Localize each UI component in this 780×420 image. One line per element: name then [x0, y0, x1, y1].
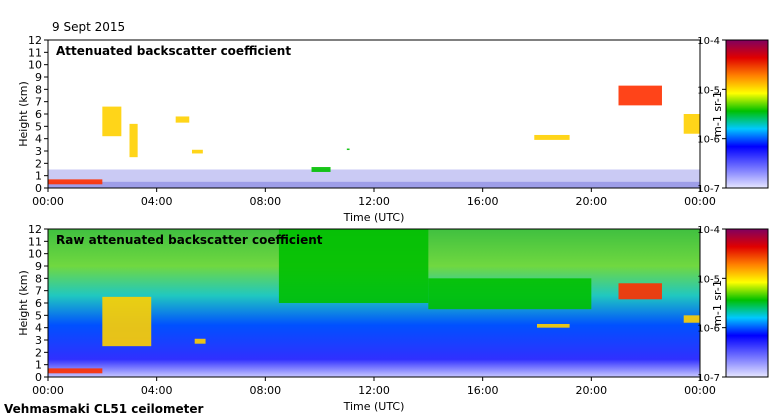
panel-title: Attenuated backscatter coefficient — [56, 44, 291, 58]
y-tick-label: 7 — [35, 96, 42, 109]
backscatter-feature-5 — [191, 149, 203, 154]
y-tick-label: 7 — [35, 285, 42, 298]
colorbar-tick-label: 10-7 — [697, 373, 720, 384]
y-tick-label: 8 — [35, 272, 42, 285]
colorbar-unit-label: m-1 sr-1 — [711, 91, 724, 137]
backscatter-feature-2 — [102, 296, 152, 347]
backscatter-feature-8 — [534, 134, 570, 140]
y-tick-label: 3 — [35, 145, 42, 158]
backscatter-feature-1 — [48, 368, 103, 374]
colorbar-tick-label: 10-4 — [697, 36, 720, 47]
backscatter-feature-7 — [618, 283, 662, 300]
y-tick-label: 9 — [35, 71, 42, 84]
x-tick-label: 00:00 — [684, 195, 716, 208]
y-tick-label: 5 — [35, 120, 42, 133]
backscatter-feature-2 — [102, 106, 122, 137]
y-tick-label: 1 — [35, 359, 42, 372]
x-tick-label: 12:00 — [358, 195, 390, 208]
colorbar-tick-label: 10-4 — [697, 225, 720, 236]
x-axis-label: Time (UTC) — [343, 400, 405, 413]
backscatter-feature-6 — [537, 323, 570, 328]
backscatter-feature-8 — [683, 315, 700, 323]
y-axis-label: Height (km) — [17, 81, 30, 147]
y-tick-label: 6 — [35, 108, 42, 121]
y-tick-label: 11 — [28, 235, 42, 248]
y-tick-label: 12 — [28, 223, 42, 236]
y-tick-label: 5 — [35, 309, 42, 322]
backscatter-feature-1 — [48, 179, 103, 185]
y-tick-label: 2 — [35, 346, 42, 359]
y-tick-label: 2 — [35, 157, 42, 170]
y-tick-label: 3 — [35, 334, 42, 347]
x-tick-label: 00:00 — [32, 384, 64, 397]
backscatter-feature-4 — [175, 116, 190, 123]
y-tick-label: 4 — [35, 133, 42, 146]
y-tick-label: 12 — [28, 34, 42, 47]
backscatter-feature-6 — [311, 167, 331, 172]
colorbar — [725, 39, 769, 189]
colorbar — [725, 228, 769, 378]
backscatter-feature-4 — [278, 229, 429, 303]
y-tick-label: 1 — [35, 170, 42, 183]
backscatter-feature-5 — [428, 278, 592, 310]
y-tick-label: 9 — [35, 260, 42, 273]
x-tick-label: 04:00 — [141, 195, 173, 208]
colorbar-tick-label: 10-6 — [697, 135, 720, 146]
x-tick-label: 12:00 — [358, 384, 390, 397]
colorbar-tick-label: 10-5 — [697, 274, 720, 285]
y-tick-label: 11 — [28, 46, 42, 59]
y-tick-label: 4 — [35, 322, 42, 335]
y-tick-label: 0 — [35, 182, 42, 195]
plot-background — [48, 40, 700, 188]
y-tick-label: 0 — [35, 371, 42, 384]
x-tick-label: 00:00 — [32, 195, 64, 208]
x-axis-label: Time (UTC) — [343, 211, 405, 224]
x-tick-label: 16:00 — [467, 195, 499, 208]
x-tick-label: 04:00 — [141, 384, 173, 397]
x-tick-label: 08:00 — [249, 195, 281, 208]
x-tick-label: 08:00 — [249, 384, 281, 397]
y-axis-label: Height (km) — [17, 270, 30, 336]
y-tick-label: 10 — [28, 59, 42, 72]
colorbar-tick-label: 10-7 — [697, 184, 720, 195]
panel-title: Raw attenuated backscatter coefficient — [56, 233, 323, 247]
y-tick-label: 8 — [35, 83, 42, 96]
y-tick-label: 6 — [35, 297, 42, 310]
backscatter-feature-9 — [618, 85, 662, 106]
backscatter-feature-7 — [346, 148, 350, 151]
x-tick-label: 16:00 — [467, 384, 499, 397]
x-tick-label: 20:00 — [575, 195, 607, 208]
backscatter-feature-10 — [683, 114, 700, 134]
x-tick-label: 20:00 — [575, 384, 607, 397]
backscatter-feature-3 — [194, 338, 206, 344]
y-tick-label: 10 — [28, 248, 42, 261]
colorbar-unit-label: m-1 sr-1 — [711, 280, 724, 326]
instrument-label: Vehmasmaki CL51 ceilometer — [4, 402, 204, 416]
backscatter-feature-3 — [129, 123, 138, 158]
colorbar-tick-label: 10-5 — [697, 85, 720, 96]
x-tick-label: 00:00 — [684, 384, 716, 397]
surface-band — [48, 181, 700, 188]
colorbar-tick-label: 10-6 — [697, 324, 720, 335]
date-label: 9 Sept 2015 — [52, 20, 126, 34]
